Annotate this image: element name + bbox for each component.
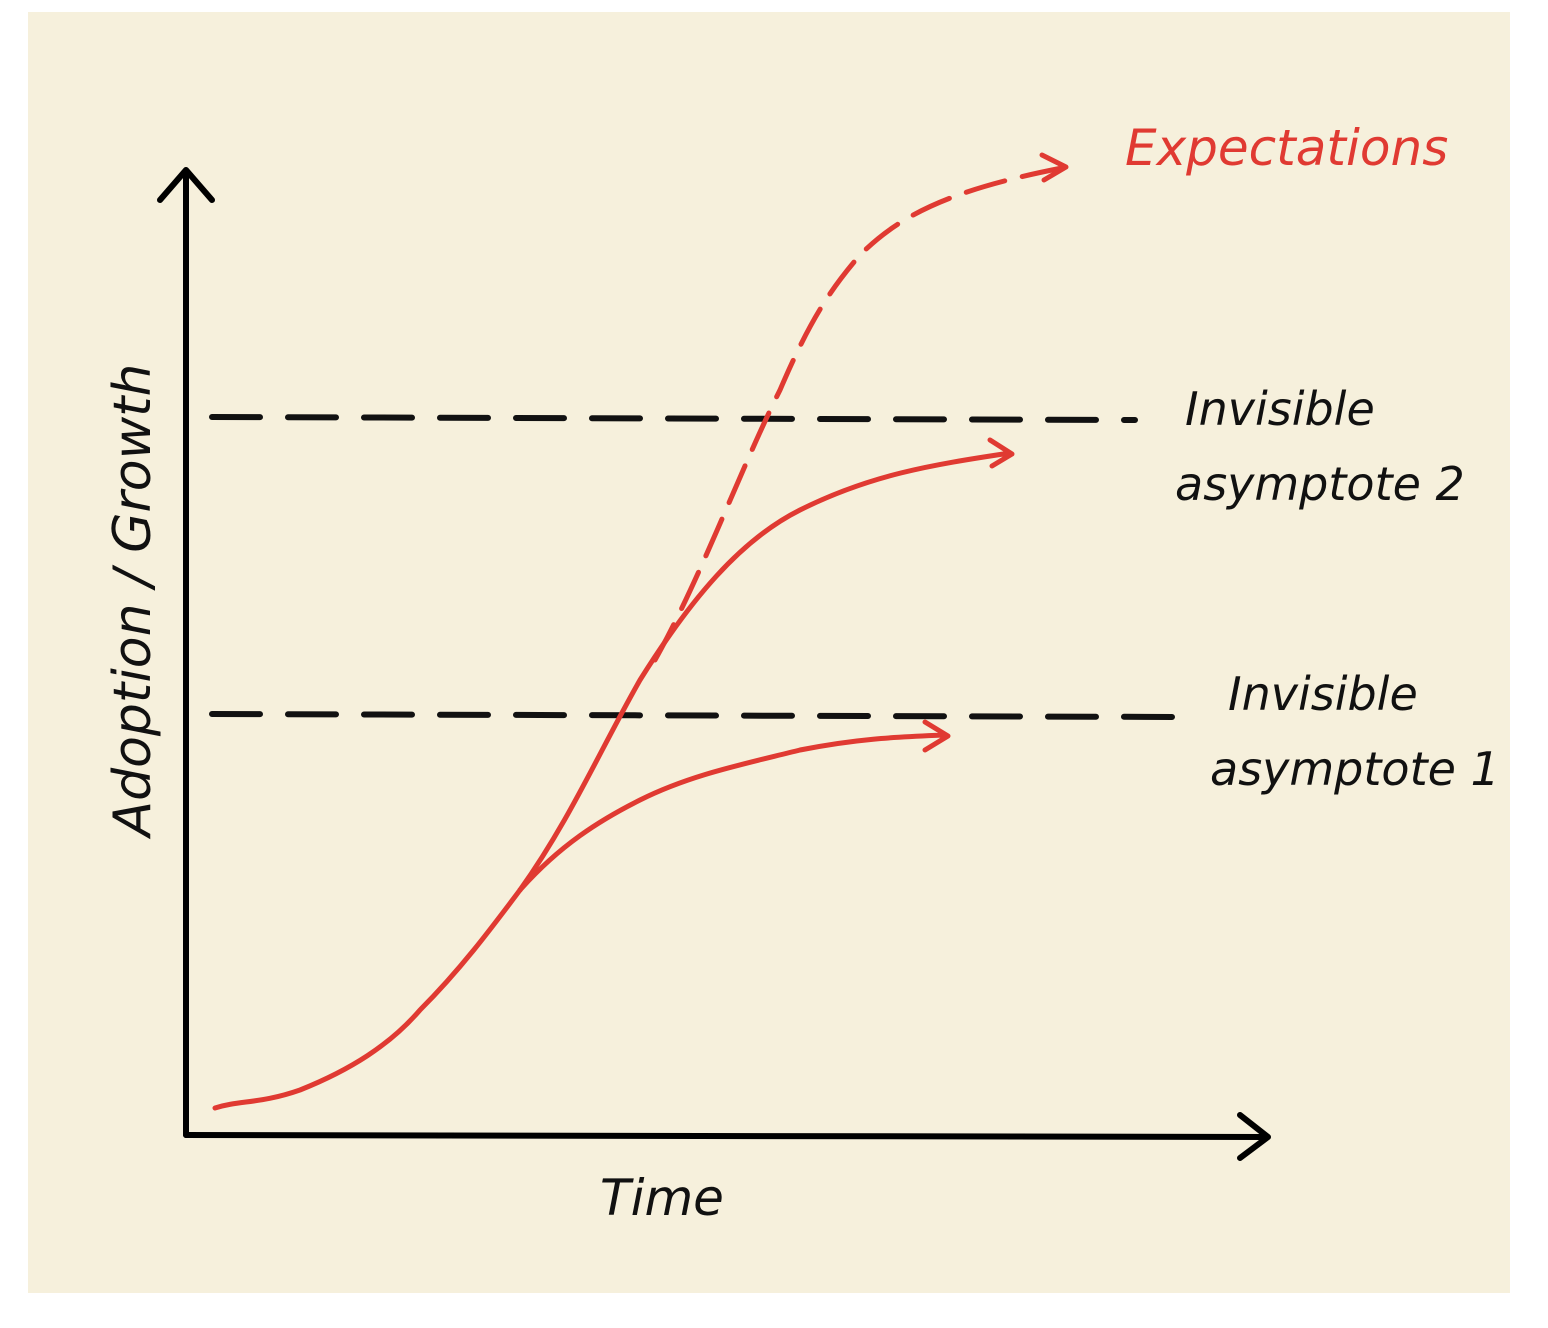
y-axis-label: Adoption / Growth: [103, 364, 163, 840]
x-axis-label: Time: [600, 1169, 724, 1227]
curve-1: [517, 719, 951, 893]
y-axis: [157, 167, 215, 1138]
expectations-curve: [652, 165, 1065, 663]
x-axis: [183, 1112, 1271, 1161]
asymptote-2-label: Invisible: [1185, 382, 1375, 436]
background: [28, 12, 1510, 1293]
asymptote-1-line: [209, 711, 1188, 720]
asymptote-1-label: Invisible: [1228, 667, 1418, 721]
expectations-arrow: [1039, 152, 1069, 183]
asymptote-2-line: [209, 414, 1138, 423]
expectations-label: Expectations: [1125, 119, 1448, 177]
base-curve: [212, 887, 523, 1111]
asymptote-1-label: asymptote 1: [1210, 742, 1500, 796]
curve-2: [517, 437, 1015, 893]
asymptote-2-label: asymptote 2: [1175, 457, 1465, 511]
